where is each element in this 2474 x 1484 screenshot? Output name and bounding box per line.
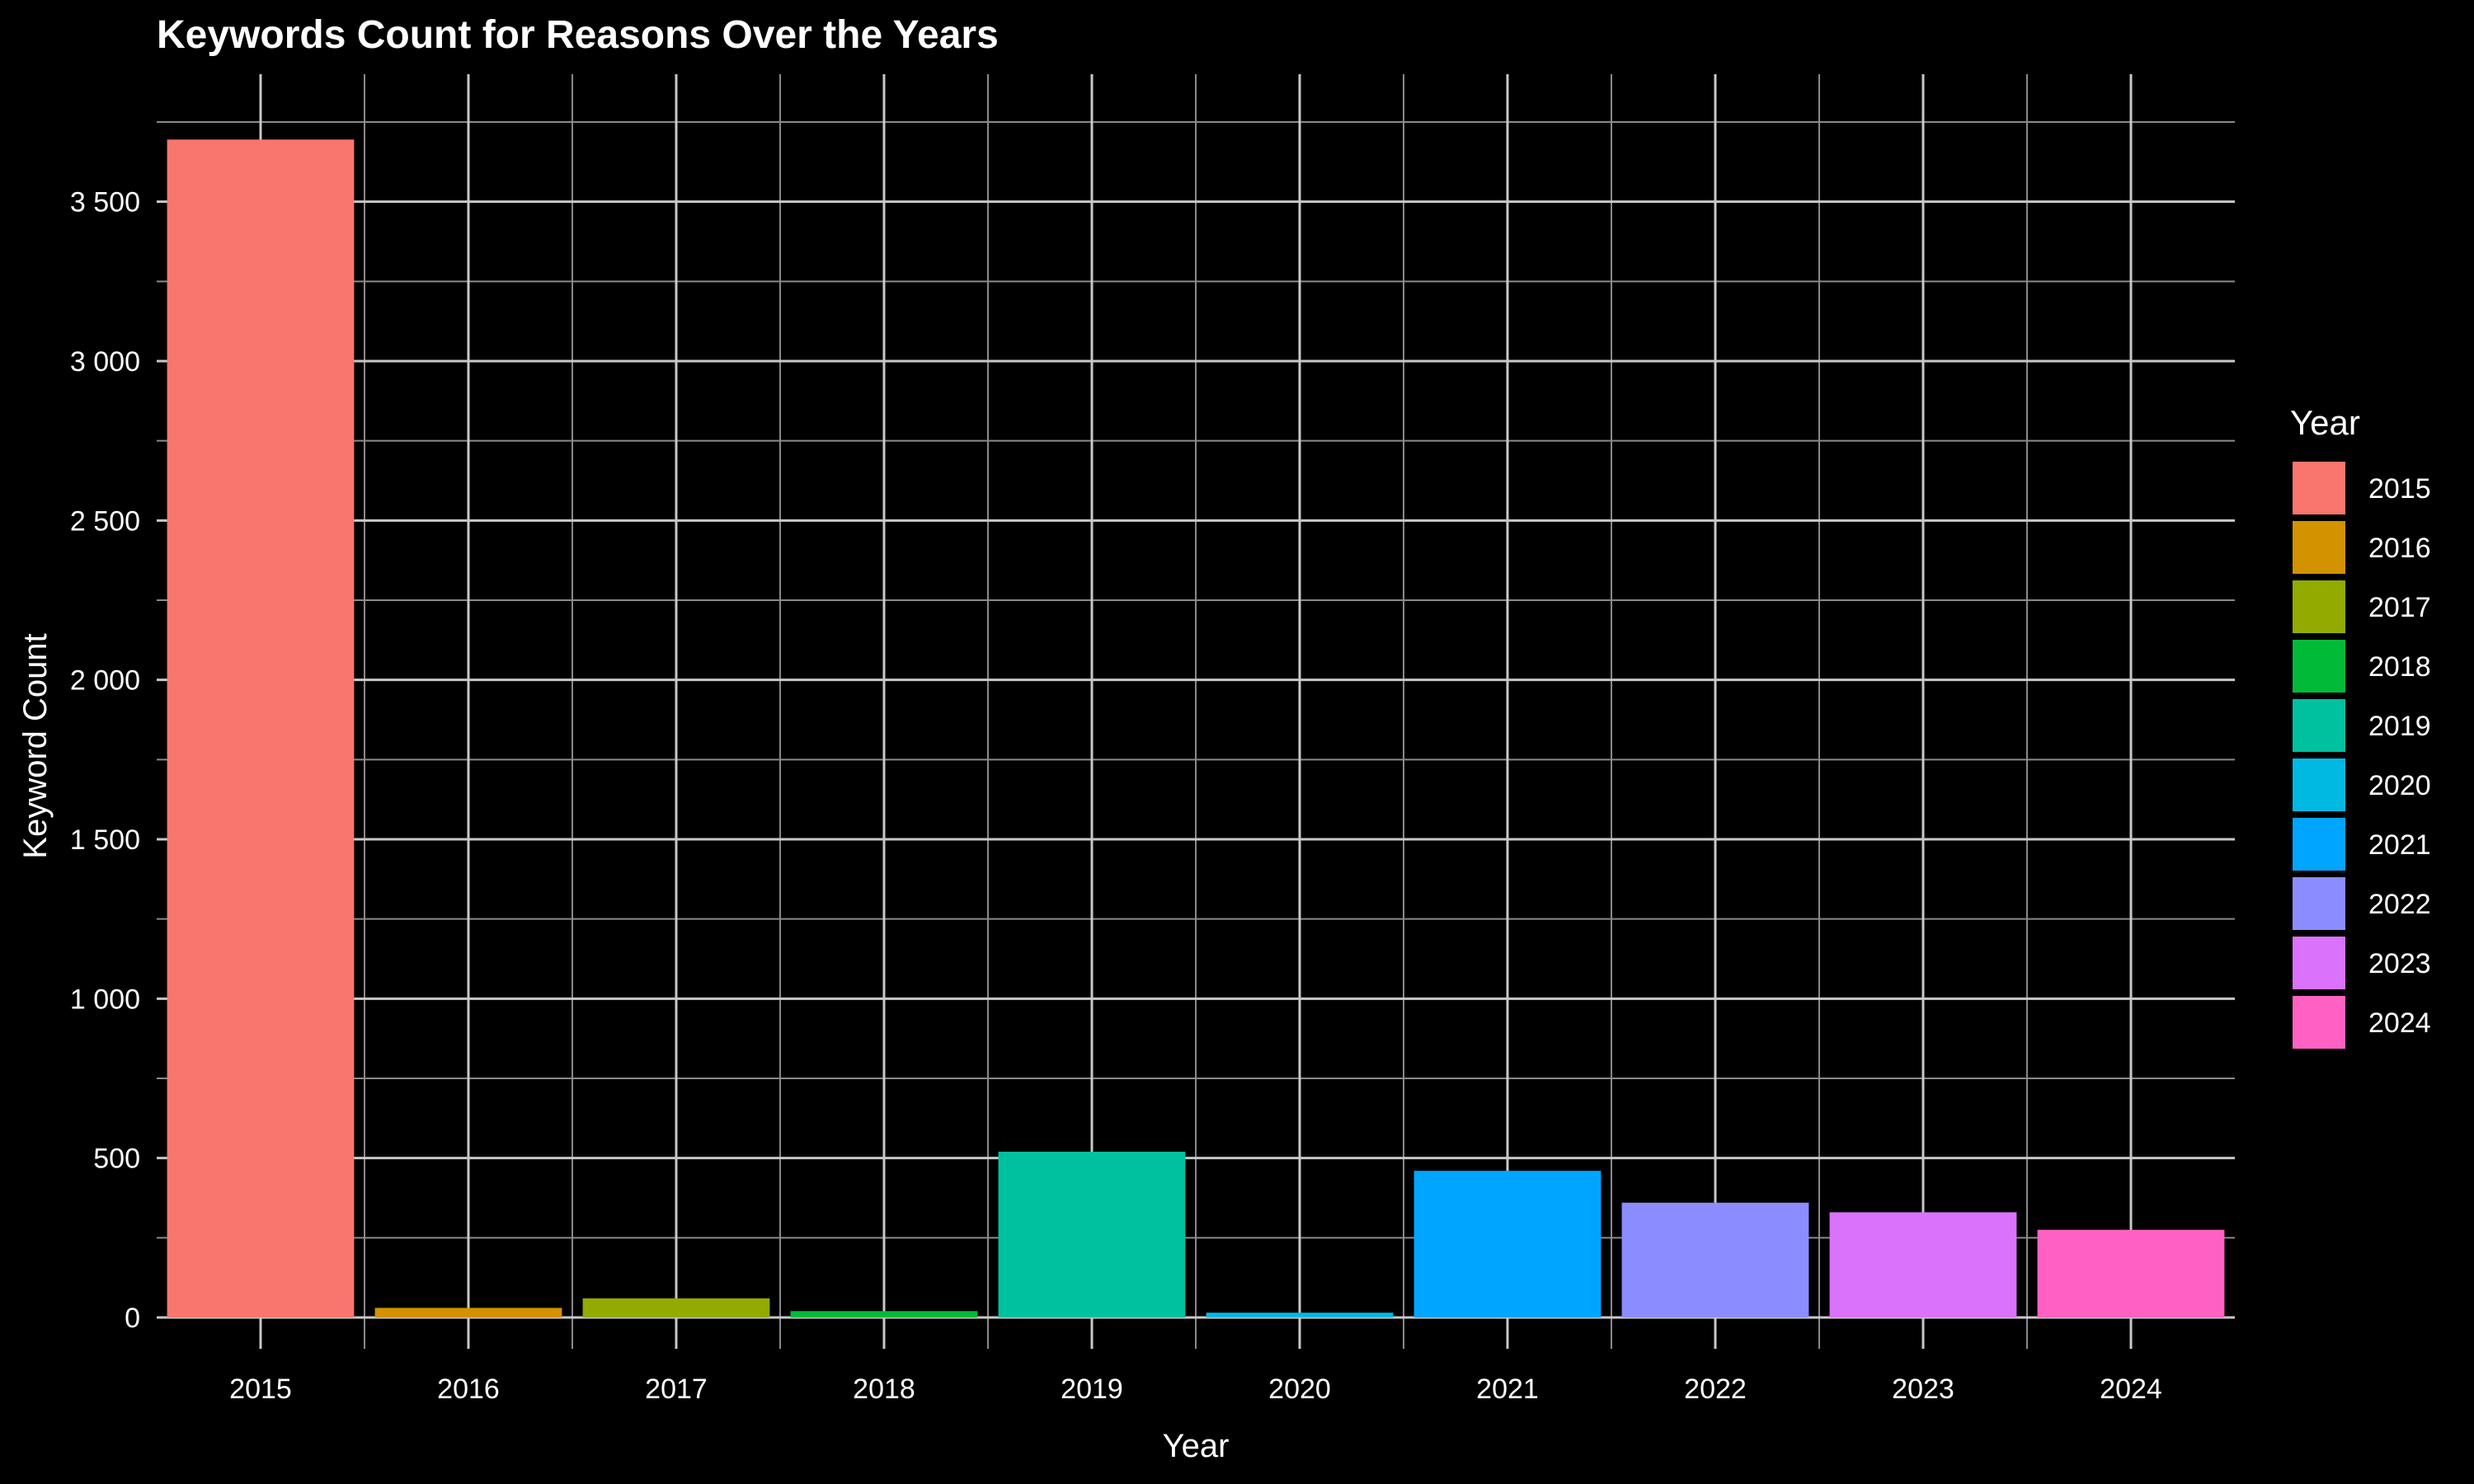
x-tick-label: 2020 [1268, 1374, 1331, 1405]
bars [167, 139, 2225, 1318]
legend-label-2018: 2018 [2368, 651, 2431, 683]
bar-2016 [374, 1308, 562, 1317]
bar-2015 [167, 139, 355, 1318]
y-tick-label: 1 500 [70, 824, 140, 856]
legend-key-2015 [2293, 462, 2345, 514]
legend-key-2023 [2293, 937, 2345, 989]
legend-label-2019: 2019 [2368, 711, 2431, 742]
y-axis-ticks: 0 500 1 000 1 500 2 000 2 500 3 000 3 500 [70, 187, 140, 1334]
x-tick-label: 2019 [1061, 1374, 1123, 1405]
bar-2021 [1413, 1171, 1602, 1317]
x-tick-label: 2016 [437, 1374, 500, 1405]
legend-key-2022 [2293, 877, 2345, 930]
x-tick-label: 2015 [229, 1374, 292, 1405]
y-axis-title: Keyword Count [17, 633, 54, 858]
bar-2020 [1206, 1313, 1394, 1317]
legend-label-2021: 2021 [2368, 829, 2431, 861]
legend-label-2017: 2017 [2368, 592, 2431, 623]
legend: Year 2015 2016 2017 2018 2019 2020 2021 2022 202… [2290, 403, 2431, 1049]
legend-label-2015: 2015 [2368, 473, 2431, 505]
legend-key-2019 [2293, 699, 2345, 752]
y-tick-label: 3 500 [70, 187, 140, 218]
x-tick-label: 2018 [853, 1374, 915, 1405]
bar-2019 [998, 1151, 1186, 1317]
x-tick-label: 2024 [2100, 1374, 2162, 1405]
legend-key-2024 [2293, 996, 2345, 1049]
legend-key-2021 [2293, 818, 2345, 871]
x-tick-label: 2017 [645, 1374, 708, 1405]
legend-label-2020: 2020 [2368, 770, 2431, 801]
bar-2018 [790, 1311, 978, 1317]
legend-key-2016 [2293, 521, 2345, 574]
x-axis-ticks: 2015 2016 2017 2018 2019 2020 2021 2022 2023 2024 [229, 1374, 2162, 1405]
y-tick-label: 3 000 [70, 346, 140, 378]
chart-title: Keywords Count for Reasons Over the Year… [157, 13, 999, 57]
y-tick-label: 1 000 [70, 984, 140, 1015]
legend-key-2018 [2293, 640, 2345, 693]
y-tick-label: 2 000 [70, 665, 140, 697]
bar-2024 [2037, 1229, 2225, 1317]
legend-label-2023: 2023 [2368, 948, 2431, 979]
x-axis-title: Year [1163, 1428, 1230, 1464]
legend-label-2022: 2022 [2368, 889, 2431, 920]
y-tick-label: 500 [93, 1144, 140, 1175]
x-tick-label: 2022 [1684, 1374, 1747, 1405]
x-tick-label: 2023 [1892, 1374, 1954, 1405]
bar-2023 [1829, 1212, 2017, 1317]
legend-title: Year [2290, 403, 2360, 442]
bar-2017 [582, 1298, 770, 1317]
grid [157, 74, 2235, 1349]
legend-label-2016: 2016 [2368, 533, 2431, 564]
legend-label-2024: 2024 [2368, 1007, 2431, 1039]
x-tick-label: 2021 [1476, 1374, 1539, 1405]
legend-key-2020 [2293, 758, 2345, 811]
bar-2022 [1621, 1202, 1809, 1317]
y-tick-label: 0 [125, 1303, 140, 1334]
y-tick-label: 2 500 [70, 505, 140, 537]
legend-key-2017 [2293, 580, 2345, 633]
